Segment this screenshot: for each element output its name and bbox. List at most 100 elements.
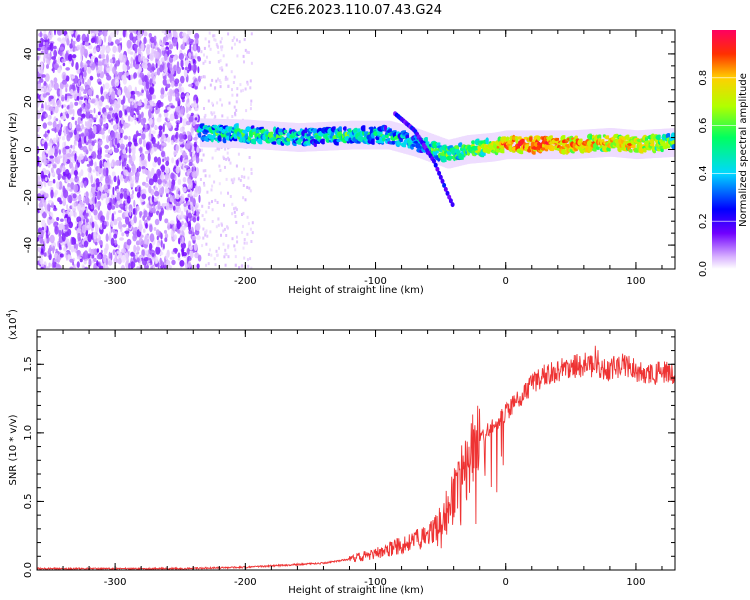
- colorbar: 0.0 0.2 0.4 0.6 0.8 Normalized spectral ampl…: [698, 30, 749, 277]
- noise-cell: [105, 233, 109, 242]
- noise-cell: [152, 173, 158, 183]
- noise-cell: [225, 234, 228, 237]
- ridge-cell: [670, 140, 675, 145]
- noise-cell: [187, 260, 192, 269]
- y-tick-label: 0: [23, 146, 34, 152]
- ridge-cell: [485, 137, 490, 145]
- noise-cell: [197, 56, 201, 60]
- noise-cell: [229, 195, 232, 198]
- noise-cell: [197, 75, 202, 82]
- noise-cell: [171, 157, 175, 164]
- noise-cell: [238, 266, 241, 269]
- noise-cell: [45, 160, 50, 164]
- noise-cell: [122, 148, 127, 155]
- noise-cell: [99, 117, 103, 124]
- ridge-cell: [551, 145, 555, 152]
- noise-cell: [116, 250, 121, 254]
- noise-cell: [107, 161, 110, 170]
- noise-cell: [204, 174, 207, 178]
- noise-cell: [48, 262, 51, 268]
- noise-cell: [205, 263, 208, 267]
- noise-cell: [177, 229, 181, 234]
- noise-cell: [168, 179, 172, 189]
- noise-cell: [54, 225, 59, 235]
- noise-cell: [96, 191, 101, 201]
- noise-cell: [156, 116, 162, 123]
- noise-cell: [141, 193, 147, 200]
- noise-cell: [246, 82, 249, 86]
- noise-cell: [52, 164, 57, 169]
- noise-cell: [44, 192, 48, 198]
- noise-cell: [55, 118, 59, 122]
- noise-cell: [221, 45, 224, 49]
- noise-cell: [195, 96, 199, 104]
- noise-cell: [196, 210, 199, 218]
- noise-cell: [41, 151, 46, 160]
- noise-cell: [141, 159, 147, 166]
- noise-cell: [56, 133, 59, 141]
- noise-cell: [129, 32, 134, 41]
- noise-cell: [97, 233, 100, 239]
- noise-cell: [125, 215, 130, 225]
- colorbar-gradient: [712, 30, 736, 269]
- ridge-halo: [512, 130, 516, 160]
- noise-cell: [70, 181, 75, 190]
- noise-cell: [246, 185, 249, 189]
- noise-cell: [243, 167, 245, 171]
- noise-cell: [216, 147, 219, 151]
- noise-cell: [109, 32, 115, 38]
- noise-cell: [79, 133, 85, 137]
- noise-cell: [195, 156, 200, 164]
- noise-cell: [39, 206, 44, 214]
- noise-cell: [111, 78, 116, 88]
- noise-cell: [125, 65, 128, 71]
- noise-cell: [161, 30, 166, 34]
- noise-cell: [90, 204, 94, 210]
- noise-cell: [52, 137, 57, 143]
- noise-cell: [225, 157, 228, 161]
- noise-cell: [138, 100, 142, 107]
- noise-cell: [65, 145, 70, 150]
- noise-cell: [83, 69, 87, 78]
- noise-cell: [233, 207, 235, 211]
- noise-cell: [108, 107, 113, 111]
- noise-cell: [89, 167, 92, 173]
- noise-cell: [41, 139, 46, 145]
- noise-cell: [222, 54, 225, 58]
- y-tick-label: -40: [23, 237, 34, 253]
- noise-cell: [88, 155, 93, 159]
- noise-cell: [251, 221, 254, 225]
- noise-cell: [93, 231, 97, 240]
- noise-cell: [235, 220, 238, 224]
- noise-cell: [175, 186, 179, 190]
- noise-cell: [218, 182, 221, 186]
- noise-cell: [113, 147, 119, 153]
- noise-cell: [228, 158, 231, 162]
- ridge-cell: [471, 140, 476, 145]
- noise-cell: [243, 256, 246, 260]
- noise-cell: [141, 249, 145, 257]
- noise-cell: [181, 98, 185, 103]
- y-tick-label: 1.0: [23, 425, 34, 441]
- noise-cell: [180, 94, 185, 98]
- noise-cell: [116, 30, 119, 36]
- noise-cell: [242, 184, 245, 187]
- noise-cell: [221, 114, 224, 118]
- noise-cell: [125, 91, 131, 99]
- noise-cell: [157, 60, 161, 67]
- noise-cell: [82, 91, 87, 94]
- noise-cell: [191, 152, 195, 157]
- noise-cell: [216, 44, 219, 48]
- noise-cell: [229, 161, 232, 165]
- noise-cell: [203, 183, 206, 187]
- colorbar-ticks: 0.0 0.2 0.4 0.6 0.8: [698, 70, 736, 277]
- noise-cell: [226, 77, 229, 81]
- noise-cell: [49, 234, 55, 244]
- colorbar-tick-label: 0.4: [698, 165, 709, 181]
- ridge-cell: [381, 137, 387, 142]
- noise-cell: [78, 221, 82, 229]
- branch-cell: [437, 170, 442, 176]
- noise-cell: [167, 106, 171, 111]
- noise-cell: [209, 248, 211, 252]
- noise-cell: [106, 210, 109, 216]
